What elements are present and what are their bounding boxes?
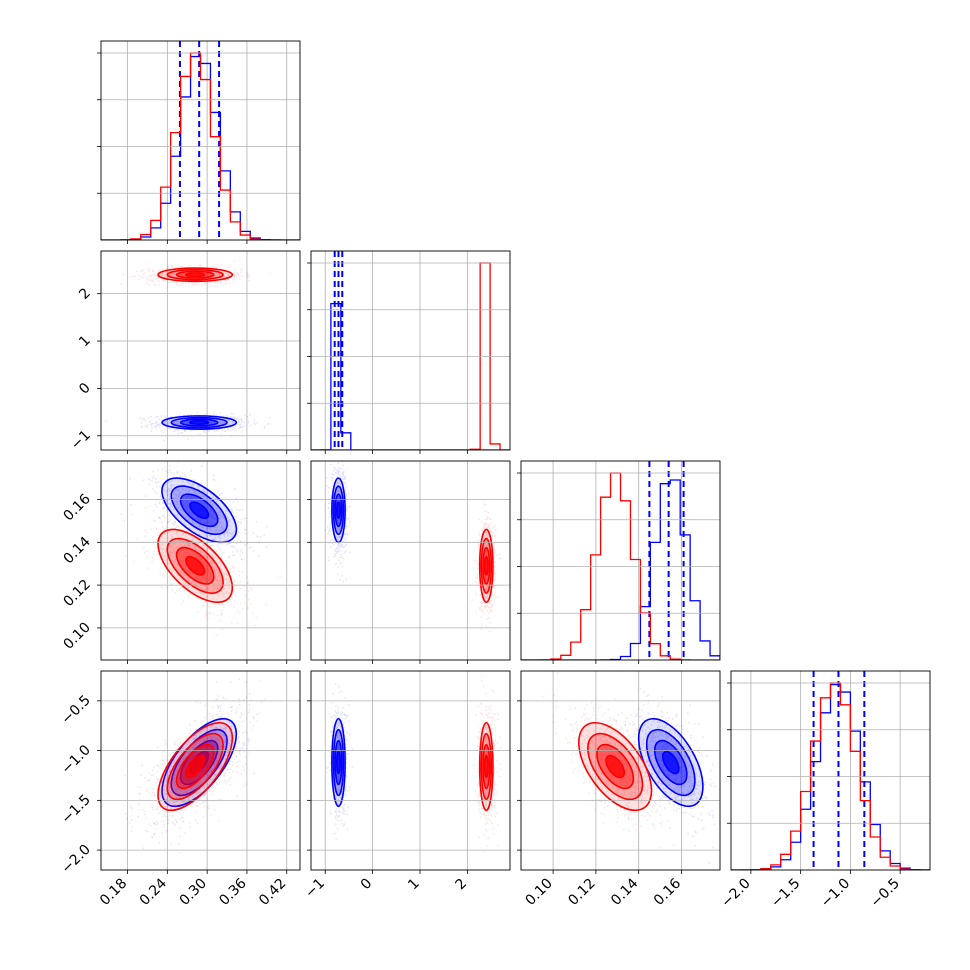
contour-0 [661, 750, 680, 775]
contour-1 [483, 555, 489, 576]
histogram-0 [311, 302, 510, 450]
panel-content [543, 672, 720, 864]
panel-3-0: 0.18 0.24 0.30 0.36 0.42 −2.0 −1.5 −1.0 −0.5 [58, 670, 301, 909]
y-tick-label: −2.0 [58, 842, 93, 877]
panel-2-2 [517, 460, 721, 664]
x-tick-label: −1.5 [768, 876, 803, 911]
contour-0 [336, 750, 341, 775]
y-tick-label: −0.5 [58, 692, 93, 727]
panel-frame [310, 670, 511, 871]
panel-content [326, 674, 502, 853]
y-tick-label: 0.14 [60, 534, 93, 567]
x-tick-label: 2 [453, 876, 471, 894]
x-tick-label: 0.24 [137, 875, 170, 908]
panel-frame [520, 460, 721, 661]
panel-content [311, 251, 510, 450]
contour-1 [605, 754, 626, 779]
histogram-0 [101, 55, 300, 240]
x-tick-label: −1.0 [818, 876, 853, 911]
contour-0 [189, 420, 210, 425]
panel-content [731, 671, 930, 870]
panel-content [101, 41, 300, 240]
panel-3-2: 0.10 0.12 0.14 0.16 [517, 670, 721, 909]
panel-frame [100, 460, 301, 661]
y-tick-label: 0.10 [60, 619, 93, 652]
panel-1-1 [307, 250, 511, 454]
x-tick-label: 0.14 [608, 875, 641, 908]
x-tick-label: −0.5 [868, 876, 903, 911]
panel-content [521, 461, 720, 660]
contour-1 [483, 754, 489, 779]
panel-content [105, 260, 271, 442]
x-tick-label: 0 [358, 876, 376, 894]
x-tick-label: 0.42 [256, 876, 289, 909]
x-tick-label: 0.16 [651, 875, 684, 908]
y-tick-label: 2 [76, 285, 94, 303]
panel-1-0: −1 0 1 2 [68, 250, 301, 454]
contour-0 [336, 501, 341, 520]
y-tick-label: 0.16 [60, 491, 93, 524]
panel-3-3: −2.0 −1.5 −1.0 −0.5 [718, 670, 931, 911]
panel-2-0: 0.10 0.12 0.14 0.16 [60, 460, 301, 664]
y-tick-label: 0 [76, 380, 94, 398]
panel-frame [520, 670, 721, 871]
contour-0 [189, 501, 210, 520]
x-tick-label: −1 [302, 876, 328, 902]
panel-content [124, 678, 266, 854]
contour-1 [185, 272, 206, 278]
y-tick-label: −1.0 [58, 742, 93, 777]
scatter-1 [129, 679, 266, 854]
panel-content [120, 461, 281, 636]
panel-frame [100, 250, 301, 451]
x-tick-label: 1 [405, 876, 423, 894]
x-tick-label: 0.10 [523, 876, 556, 909]
contour-1 [185, 754, 206, 779]
contour-1 [185, 555, 206, 576]
histogram-1 [731, 682, 930, 870]
y-tick-label: −1.5 [58, 792, 93, 827]
x-tick-label: 0.18 [97, 876, 130, 909]
x-tick-label: 0.30 [177, 876, 210, 909]
panel-frame [310, 460, 511, 661]
panel-3-1: −1 0 1 2 [302, 670, 511, 902]
panel-frame [100, 40, 301, 241]
panel-frame [310, 250, 511, 451]
y-tick-label: −1 [68, 427, 94, 453]
x-tick-label: 0.12 [565, 876, 598, 909]
y-tick-label: 1 [76, 333, 94, 351]
y-tick-label: 0.12 [60, 577, 93, 610]
panel-0-0 [97, 40, 301, 244]
x-tick-label: −2.0 [718, 876, 753, 911]
panel-frame [730, 670, 931, 871]
panel-2-1 [307, 460, 511, 664]
panel-frame [100, 670, 301, 871]
panel-content [324, 461, 502, 633]
histogram-0 [521, 479, 720, 660]
x-tick-label: 0.36 [216, 875, 249, 908]
